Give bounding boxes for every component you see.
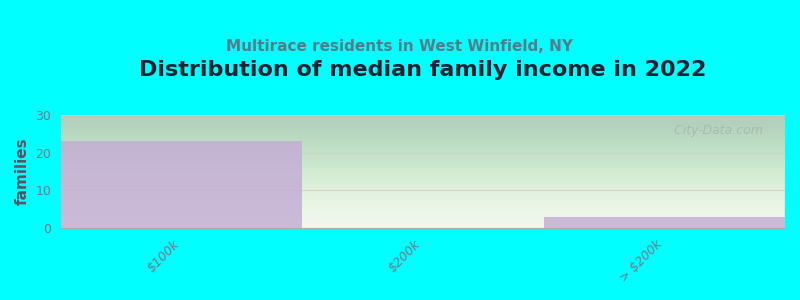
Text: Multirace residents in West Winfield, NY: Multirace residents in West Winfield, NY xyxy=(226,39,574,54)
Bar xyxy=(544,217,785,228)
Bar xyxy=(61,141,302,228)
Text: City-Data.com: City-Data.com xyxy=(666,124,763,137)
Title: Distribution of median family income in 2022: Distribution of median family income in … xyxy=(139,60,706,80)
Y-axis label: families: families xyxy=(15,138,30,205)
